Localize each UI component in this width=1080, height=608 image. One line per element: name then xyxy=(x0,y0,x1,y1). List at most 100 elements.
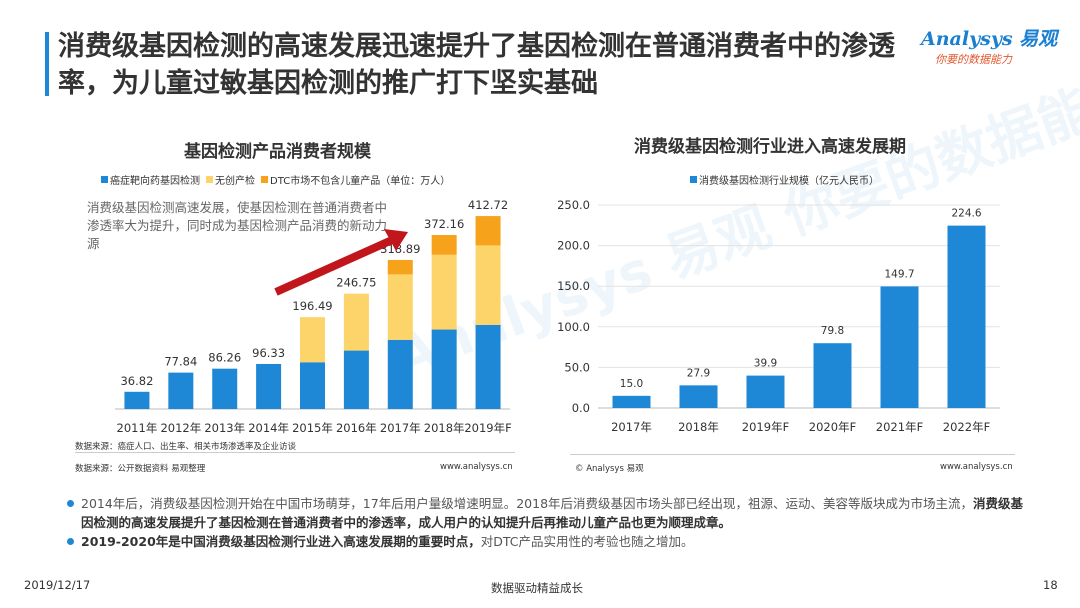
data-label: 372.16 xyxy=(424,217,464,231)
footer-date: 2019/12/17 xyxy=(24,578,91,592)
bullet-1-text: 2014年后，消费级基因检测开始在中国市场萌芽，17年后用户量级增速明显。201… xyxy=(81,496,974,511)
page-number: 18 xyxy=(1043,578,1058,592)
x-tick-label: 2013年 xyxy=(204,421,245,435)
x-tick-label: 2020年F xyxy=(809,420,856,434)
left-source-1: 数据来源：癌症人口、出生率、相关市场渗透率及企业访谈 xyxy=(75,442,297,452)
chart-annotation-note: 消费级基因检测高速发展，使基因检测在普通消费者中渗透率大为提升，同时成为基因检测… xyxy=(87,200,388,251)
bar-segment-2-8 xyxy=(475,216,501,246)
right-source: © Analysys 易观 xyxy=(575,464,644,474)
x-tick-label: 2018年 xyxy=(678,420,719,434)
y-tick-label: 200.0 xyxy=(557,239,590,253)
right-url: www.analysys.cn xyxy=(940,462,1013,472)
bullet-dot xyxy=(67,500,74,507)
trend-arrow-head xyxy=(384,229,408,251)
bullet-1-bold: 消费级基因检测的高速发展提升了基因检测在普通消费者中的渗透率，成人用户的认知提升… xyxy=(81,496,1024,530)
data-label: 224.6 xyxy=(951,208,981,220)
y-tick-label: 250.0 xyxy=(557,198,590,212)
right-source-divider xyxy=(570,454,1015,455)
data-label: 39.9 xyxy=(754,358,777,370)
bar-segment-0-2 xyxy=(212,368,238,409)
x-tick-label: 2017年 xyxy=(611,420,652,434)
bar-segment-0-4 xyxy=(300,362,325,409)
summary-bullets: 2014年后，消费级基因检测开始在中国市场萌芽，17年后用户量级增速明显。201… xyxy=(64,494,1034,551)
y-tick-label: 150.0 xyxy=(557,279,590,293)
data-label: 77.84 xyxy=(164,355,197,369)
bar-segment-1-5 xyxy=(343,293,369,351)
legend-item-cancer: 癌症靶向药基因检测 xyxy=(101,172,200,187)
bar-segment-0-1 xyxy=(168,372,194,409)
bar-5 xyxy=(947,225,986,408)
x-tick-label: 2012年 xyxy=(160,421,201,435)
x-tick-label: 2014年 xyxy=(248,421,289,435)
logo-tagline: 你要的数据能力 xyxy=(935,53,1012,66)
bar-segment-1-8 xyxy=(475,245,501,325)
bar-2 xyxy=(746,375,785,408)
right-chart-title: 消费级基因检测行业进入高速发展期 xyxy=(634,137,906,157)
bar-segment-1-7 xyxy=(431,254,457,330)
title-accent-bar xyxy=(45,32,49,96)
data-label: 27.9 xyxy=(687,367,710,379)
legend-label-dtc: DTC市场不包含儿童产品（单位：万人） xyxy=(270,176,451,187)
legend-item-nipt: 无创产检 xyxy=(206,172,255,187)
x-tick-label: 2011年 xyxy=(117,421,158,435)
data-label: 79.8 xyxy=(821,325,844,337)
bullet-2-text: 对DTC产品实用性的考验也随之增加。 xyxy=(480,534,694,549)
data-label: 196.49 xyxy=(292,299,332,313)
left-source-divider xyxy=(75,452,515,453)
legend-swatch-yellow xyxy=(206,176,213,183)
data-label: 149.7 xyxy=(884,268,914,280)
bar-segment-0-3 xyxy=(256,363,282,409)
data-label: 15.0 xyxy=(620,378,643,390)
legend-item-dtc: DTC市场不包含儿童产品（单位：万人） xyxy=(261,172,450,187)
analysys-logo: Analysys 易观 你要的数据能力 xyxy=(921,24,1061,74)
data-label: 96.33 xyxy=(252,346,285,360)
legend-item-market: 消费级基因检测行业规模（亿元人民币） xyxy=(690,172,879,187)
legend-label-nipt: 无创产检 xyxy=(215,176,255,187)
x-tick-label: 2015年 xyxy=(292,421,333,435)
y-tick-label: 100.0 xyxy=(557,320,590,334)
x-tick-label: 2021年F xyxy=(876,420,923,434)
y-tick-label: 50.0 xyxy=(564,360,590,374)
bar-3 xyxy=(813,343,852,408)
x-tick-label: 2017年 xyxy=(380,421,421,435)
bullet-1: 2014年后，消费级基因检测开始在中国市场萌芽，17年后用户量级增速明显。201… xyxy=(64,494,1034,532)
bar-segment-0-0 xyxy=(124,391,150,409)
right-chart-legend: 消费级基因检测行业规模（亿元人民币） xyxy=(690,172,885,187)
footer-slogan: 数据驱动精益成长 xyxy=(491,581,583,595)
page-title: 消费级基因检测的高速发展迅速提升了基因检测在普通消费者中的渗透率，为儿童过敏基因… xyxy=(58,31,895,99)
legend-swatch-blue xyxy=(690,176,697,183)
x-tick-label: 2016年 xyxy=(336,421,377,435)
bullet-2-bold: 2019-2020年是中国消费级基因检测行业进入高速发展期的重要时点， xyxy=(81,534,481,549)
bar-segment-0-7 xyxy=(431,329,457,409)
logo-main-text: Analysys 易观 xyxy=(921,28,1058,50)
bar-0 xyxy=(612,395,651,408)
bar-segment-1-6 xyxy=(387,274,413,340)
bar-segment-0-6 xyxy=(387,339,413,409)
left-chart-title: 基因检测产品消费者规模 xyxy=(184,142,371,162)
x-tick-label: 2022年F xyxy=(943,420,990,434)
bar-segment-2-7 xyxy=(431,235,457,255)
bullet-dot xyxy=(67,538,74,545)
data-label: 412.72 xyxy=(468,198,508,212)
left-source-2: 数据来源：公开数据资料 易观整理 xyxy=(75,464,206,474)
x-tick-label: 2019年F xyxy=(742,420,789,434)
left-url: www.analysys.cn xyxy=(440,462,513,472)
left-chart-legend: 癌症靶向药基因检测 无创产检 DTC市场不包含儿童产品（单位：万人） xyxy=(101,172,456,187)
legend-label-market: 消费级基因检测行业规模（亿元人民币） xyxy=(699,176,879,187)
bar-segment-0-8 xyxy=(475,324,501,409)
legend-swatch-blue xyxy=(101,176,108,183)
legend-swatch-orange xyxy=(261,176,268,183)
x-tick-label: 2019年F xyxy=(464,421,511,435)
legend-label-cancer: 癌症靶向药基因检测 xyxy=(110,176,200,187)
data-label: 86.26 xyxy=(208,351,241,365)
bar-segment-2-6 xyxy=(387,259,413,275)
bullet-2: 2019-2020年是中国消费级基因检测行业进入高速发展期的重要时点，对DTC产… xyxy=(64,532,1034,551)
data-label: 246.75 xyxy=(336,276,376,290)
data-label: 318.89 xyxy=(380,242,420,256)
y-tick-label: 0.0 xyxy=(572,401,590,415)
bar-segment-1-4 xyxy=(300,317,325,363)
trend-arrow-shaft xyxy=(274,236,394,296)
bar-4 xyxy=(880,286,919,408)
